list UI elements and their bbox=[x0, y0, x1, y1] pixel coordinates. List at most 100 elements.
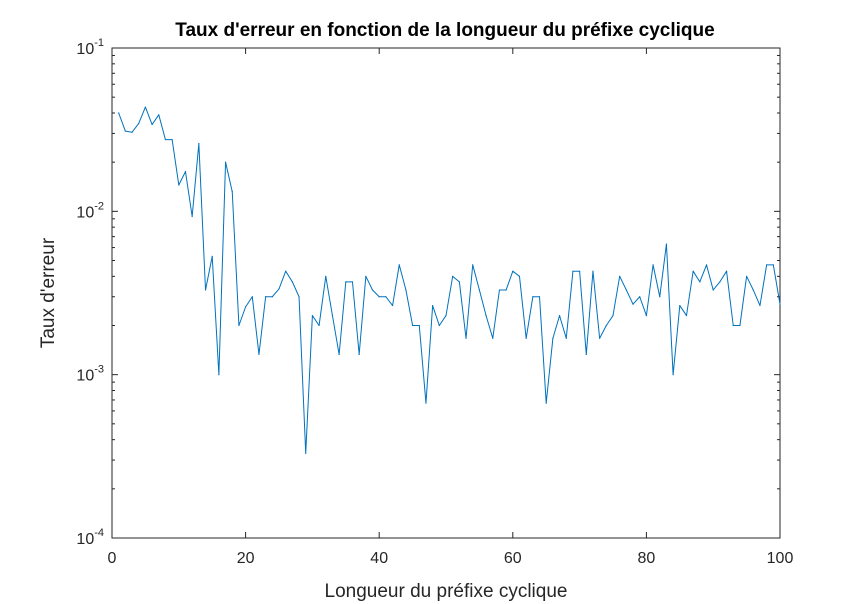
data-point-70 bbox=[579, 270, 581, 272]
data-point-99 bbox=[772, 264, 774, 266]
data-point-50 bbox=[445, 314, 447, 317]
data-point-34 bbox=[338, 353, 340, 356]
data-point-69 bbox=[572, 270, 574, 272]
data-point-5 bbox=[144, 106, 146, 108]
data-point-18 bbox=[231, 191, 233, 193]
data-point-3 bbox=[131, 131, 133, 133]
data-point-26 bbox=[285, 270, 287, 272]
data-point-51 bbox=[452, 275, 454, 277]
data-point-86 bbox=[685, 314, 688, 317]
data-point-75 bbox=[612, 314, 614, 317]
data-point-89 bbox=[705, 264, 708, 266]
data-point-93 bbox=[732, 324, 734, 327]
data-point-15 bbox=[211, 255, 213, 257]
x-tick-label-1: 20 bbox=[237, 550, 255, 567]
y-axis-label: Taux d'erreur bbox=[38, 237, 59, 348]
data-point-66 bbox=[552, 337, 554, 339]
data-point-60 bbox=[512, 270, 514, 272]
data-point-32 bbox=[325, 275, 327, 277]
y-tick-label-2: 10-3 bbox=[76, 364, 104, 385]
data-point-47 bbox=[425, 402, 427, 404]
x-axis-ticks: 0 20 40 60 80 100 bbox=[108, 48, 793, 567]
data-point-33 bbox=[331, 314, 334, 317]
data-point-37 bbox=[358, 353, 360, 356]
x-tick-label-0: 0 bbox=[108, 550, 117, 567]
data-point-24 bbox=[271, 296, 273, 298]
data-point-76 bbox=[619, 275, 621, 277]
data-point-38 bbox=[365, 275, 367, 277]
data-point-9 bbox=[171, 138, 173, 141]
data-point-48 bbox=[432, 304, 434, 307]
data-point-97 bbox=[759, 304, 761, 307]
data-point-2 bbox=[124, 130, 126, 132]
data-point-44 bbox=[405, 289, 407, 291]
x-axis-label: Longueur du préfixe cyclique bbox=[325, 581, 568, 602]
data-point-40 bbox=[378, 296, 380, 298]
data-point-19 bbox=[238, 324, 240, 327]
data-point-100 bbox=[779, 303, 781, 305]
data-point-53 bbox=[465, 337, 467, 339]
data-point-27 bbox=[291, 281, 293, 283]
plot-area bbox=[111, 47, 781, 539]
data-point-61 bbox=[518, 275, 521, 277]
data-point-36 bbox=[351, 281, 354, 283]
data-point-81 bbox=[652, 264, 654, 266]
data-point-71 bbox=[585, 353, 587, 356]
data-point-80 bbox=[645, 314, 648, 317]
data-point-29 bbox=[305, 452, 307, 454]
data-point-7 bbox=[158, 114, 160, 116]
data-point-8 bbox=[164, 138, 167, 141]
data-point-62 bbox=[525, 337, 527, 339]
data-point-55 bbox=[478, 289, 480, 291]
data-point-54 bbox=[472, 264, 474, 266]
data-point-42 bbox=[391, 304, 394, 307]
data-point-74 bbox=[605, 324, 607, 327]
data-point-67 bbox=[558, 314, 561, 317]
data-point-83 bbox=[665, 243, 668, 245]
data-point-63 bbox=[532, 296, 534, 298]
data-point-73 bbox=[599, 337, 601, 339]
data-point-43 bbox=[398, 264, 400, 266]
data-point-95 bbox=[746, 275, 748, 277]
data-point-90 bbox=[712, 289, 714, 291]
data-point-21 bbox=[251, 296, 253, 298]
data-point-77 bbox=[625, 289, 627, 291]
data-point-30 bbox=[311, 314, 313, 317]
data-point-56 bbox=[485, 314, 487, 317]
data-point-68 bbox=[565, 337, 567, 339]
data-point-78 bbox=[632, 303, 634, 305]
data-point-23 bbox=[265, 296, 267, 298]
data-point-94 bbox=[739, 324, 741, 327]
y-tick-label-3: 10-4 bbox=[76, 527, 104, 548]
y-tick-label-0: 10-1 bbox=[76, 37, 104, 58]
data-point-13 bbox=[198, 142, 200, 145]
data-point-25 bbox=[278, 288, 280, 290]
data-point-85 bbox=[679, 304, 681, 307]
data-point-45 bbox=[412, 324, 414, 327]
data-point-65 bbox=[545, 402, 547, 404]
y-minor-ticks bbox=[112, 54, 780, 490]
data-point-98 bbox=[766, 264, 768, 266]
series-line bbox=[118, 106, 781, 454]
x-tick-label-3: 60 bbox=[504, 550, 522, 567]
data-point-59 bbox=[505, 289, 507, 291]
x-tick-label-4: 80 bbox=[638, 550, 656, 567]
data-point-87 bbox=[692, 270, 694, 272]
data-point-72 bbox=[592, 270, 594, 272]
y-axis-ticks: 10-1 10-2 10-3 10-4 bbox=[76, 37, 780, 548]
data-point-79 bbox=[639, 296, 641, 298]
data-point-58 bbox=[498, 289, 501, 291]
data-point-88 bbox=[699, 281, 701, 283]
y-tick-label-1: 10-2 bbox=[76, 200, 104, 221]
data-point-46 bbox=[418, 324, 420, 327]
data-point-10 bbox=[178, 184, 180, 186]
data-point-1 bbox=[118, 112, 120, 114]
data-point-57 bbox=[492, 337, 494, 339]
data-point-35 bbox=[345, 281, 347, 283]
data-point-96 bbox=[752, 289, 754, 291]
data-point-11 bbox=[184, 171, 187, 173]
data-point-84 bbox=[672, 374, 674, 376]
data-point-41 bbox=[385, 296, 387, 298]
data-point-82 bbox=[659, 296, 661, 298]
